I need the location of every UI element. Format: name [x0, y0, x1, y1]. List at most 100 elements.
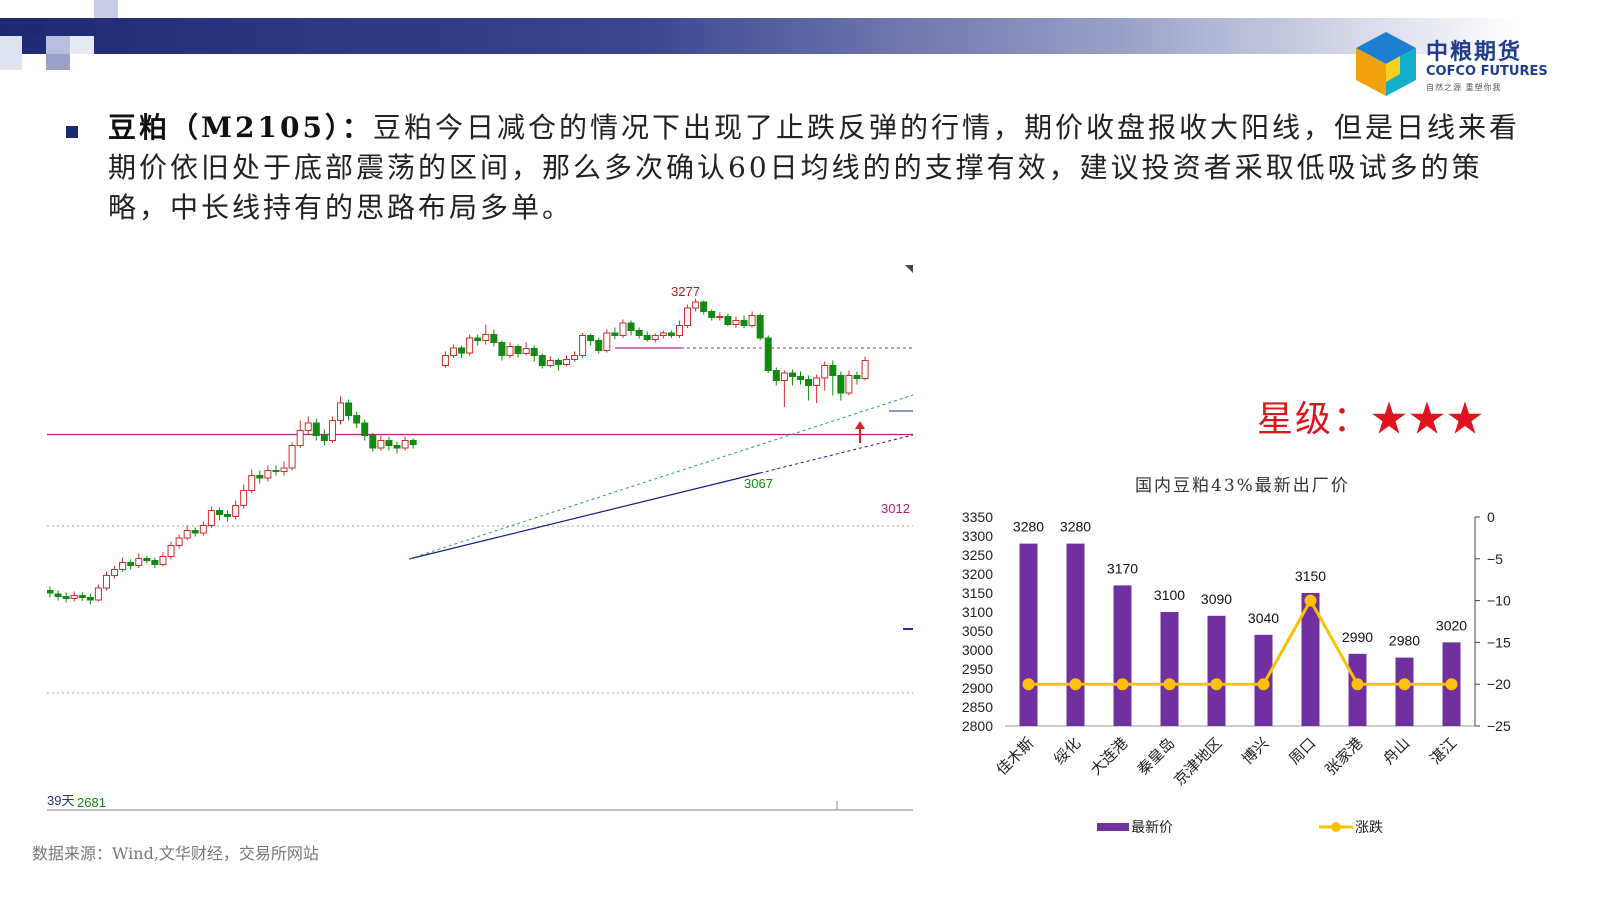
- candle-down: [595, 340, 603, 351]
- bullet-square-icon: [66, 126, 78, 138]
- candlestick-chart: 3277 3067 3012 2681 39天: [46, 263, 914, 811]
- candle-up: [562, 359, 570, 365]
- candle-up: [651, 335, 659, 340]
- y-tick-right: 0: [1487, 509, 1495, 525]
- bar-latest-price: [1066, 543, 1085, 726]
- candle-down: [312, 422, 320, 436]
- header-square: [0, 36, 22, 70]
- candle-down: [191, 530, 199, 534]
- x-tick-category: 大连港: [1087, 734, 1132, 779]
- candle-up: [692, 301, 700, 309]
- star-rating: 星级：★★★: [1257, 390, 1485, 442]
- line-point: [1069, 678, 1082, 691]
- candle-down: [215, 510, 223, 515]
- candle-down: [667, 332, 675, 336]
- start-label: 2681: [77, 795, 106, 810]
- level-label: 3012: [881, 501, 910, 516]
- legend-label-line: 涨跌: [1355, 820, 1383, 836]
- candle-up: [377, 440, 385, 449]
- candle-down: [490, 334, 498, 343]
- logo-tagline: 自然之源 重塑你我: [1426, 83, 1502, 92]
- bar-value-label: 3280: [1013, 519, 1044, 535]
- y-tick-left: 3350: [962, 509, 993, 525]
- candle-up: [175, 537, 183, 546]
- bar-value-label: 3040: [1248, 610, 1279, 626]
- price-bar-chart: 2800 2850 2900 2950 3000 3050 3100 3150 3200 3250…: [945, 500, 1545, 850]
- candle-up: [482, 334, 490, 341]
- candle-up: [441, 355, 449, 366]
- candle-up: [183, 530, 191, 539]
- candle-up: [748, 315, 756, 326]
- candle-up: [248, 475, 256, 491]
- bar-value-label: 3020: [1436, 617, 1467, 633]
- candle-up: [684, 307, 692, 326]
- y-tick-left: 3150: [962, 585, 993, 601]
- y-tick-left: 3250: [962, 547, 993, 563]
- y-tick-right: −10: [1487, 593, 1511, 609]
- candle-down: [361, 422, 369, 436]
- candle-up: [102, 575, 110, 589]
- candle-down: [587, 335, 595, 341]
- candle-up: [571, 355, 579, 360]
- candle-down: [409, 440, 417, 445]
- commentary-body: 豆粕今日减仓的情况下出现了止跌反弹的行情，期价收盘报收大阳线，但是日线来看期价依…: [108, 111, 1520, 224]
- legend-swatch-point: [1331, 822, 1341, 832]
- legend-swatch-bar: [1097, 823, 1129, 831]
- candle-down: [393, 445, 401, 449]
- logo-text-en: COFCO FUTURES: [1426, 64, 1548, 79]
- candle-up: [207, 510, 215, 526]
- line-change: [1028, 597, 1452, 686]
- candle-up: [619, 322, 627, 336]
- candle-down: [764, 337, 772, 371]
- header-square: [0, 0, 22, 18]
- candle-up: [780, 372, 788, 381]
- candle-down: [740, 320, 748, 326]
- bar-value-label: 3280: [1060, 519, 1091, 535]
- candle-down: [498, 342, 506, 356]
- candle-up: [603, 332, 611, 351]
- candle-up: [232, 505, 240, 517]
- candle-up: [522, 348, 530, 354]
- candle-up: [119, 562, 127, 570]
- line-point: [1210, 678, 1223, 691]
- header-square: [70, 36, 94, 54]
- bar-latest-price: [1395, 657, 1414, 726]
- bar-value-label: 2980: [1389, 633, 1420, 649]
- trendline-support: [408, 472, 761, 560]
- x-tick-category: 张家港: [1322, 734, 1367, 779]
- candle-down: [772, 370, 780, 381]
- y-tick-left: 3100: [962, 604, 993, 620]
- candle-down: [538, 355, 546, 366]
- candle-up: [337, 402, 345, 421]
- candle-up: [167, 545, 175, 557]
- x-tick-category: 博兴: [1238, 734, 1272, 768]
- candle-down: [853, 375, 861, 379]
- candle-down: [805, 379, 813, 386]
- candle-up: [821, 365, 829, 379]
- candle-down: [627, 322, 635, 331]
- low-label: 3067: [744, 476, 773, 491]
- candle-down: [151, 560, 159, 565]
- y-tick-left: 3200: [962, 566, 993, 582]
- candle-down: [756, 315, 764, 339]
- bar-latest-price: [1301, 593, 1320, 726]
- candle-up: [135, 558, 143, 566]
- candle-up: [732, 320, 740, 325]
- candle-down: [643, 335, 651, 340]
- candle-down: [708, 311, 716, 318]
- candle-up: [111, 569, 119, 576]
- line-point: [1351, 678, 1364, 691]
- x-tick-category: 周口: [1285, 734, 1319, 768]
- candle-down: [272, 470, 280, 472]
- candle-down: [837, 375, 845, 394]
- candle-up: [264, 470, 272, 479]
- candle-down: [345, 402, 353, 416]
- up-arrow-head-icon: [855, 421, 865, 429]
- candle-down: [224, 514, 232, 517]
- chart-background: [47, 263, 913, 811]
- bar-latest-price: [1019, 543, 1038, 726]
- candle-up: [861, 360, 869, 379]
- x-tick-category: 京津地区: [1170, 734, 1225, 789]
- candle-down: [46, 590, 54, 594]
- high-label: 3277: [671, 284, 700, 299]
